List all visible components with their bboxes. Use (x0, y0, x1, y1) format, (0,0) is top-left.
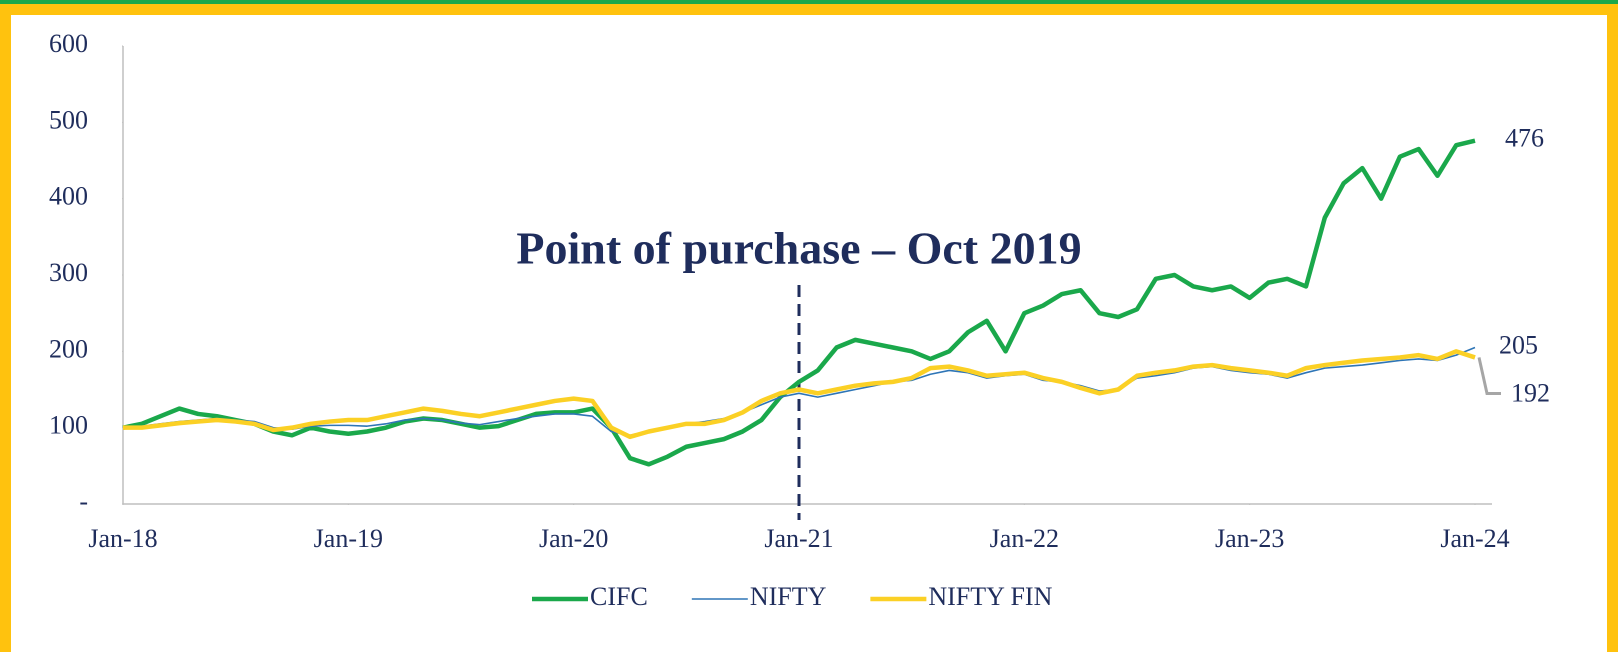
end-label: 205 (1499, 330, 1538, 359)
y-tick-label: 400 (49, 182, 88, 211)
y-tick-label: - (79, 487, 88, 516)
annotation: Point of purchase – Oct 2019 (516, 223, 1081, 274)
series-line (123, 349, 1476, 440)
series-line (122, 138, 1476, 467)
frame-border (0, 4, 1618, 652)
legend-label: NIFTY (750, 582, 827, 611)
legend-label: NIFTY FIN (928, 582, 1052, 611)
x-tick-label: Jan-21 (764, 524, 833, 553)
x-tick-label: Jan-23 (1215, 524, 1284, 553)
y-tick-label: 600 (49, 29, 88, 58)
legend-label: CIFC (590, 582, 648, 611)
x-tick-label: Jan-18 (88, 524, 157, 553)
x-tick-label: Jan-20 (539, 524, 608, 553)
y-tick-label: 200 (49, 334, 88, 363)
end-label: 192 (1511, 378, 1550, 407)
end-label: 476 (1505, 124, 1544, 153)
series-line (122, 346, 1476, 437)
x-tick-label: Jan-24 (1440, 524, 1509, 553)
y-tick-label: 300 (49, 258, 88, 287)
y-tick-label: 500 (49, 105, 88, 134)
x-tick-label: Jan-19 (314, 524, 383, 553)
x-tick-label: Jan-22 (990, 524, 1059, 553)
label-leader (1477, 357, 1501, 395)
y-tick-label: 100 (49, 411, 88, 440)
